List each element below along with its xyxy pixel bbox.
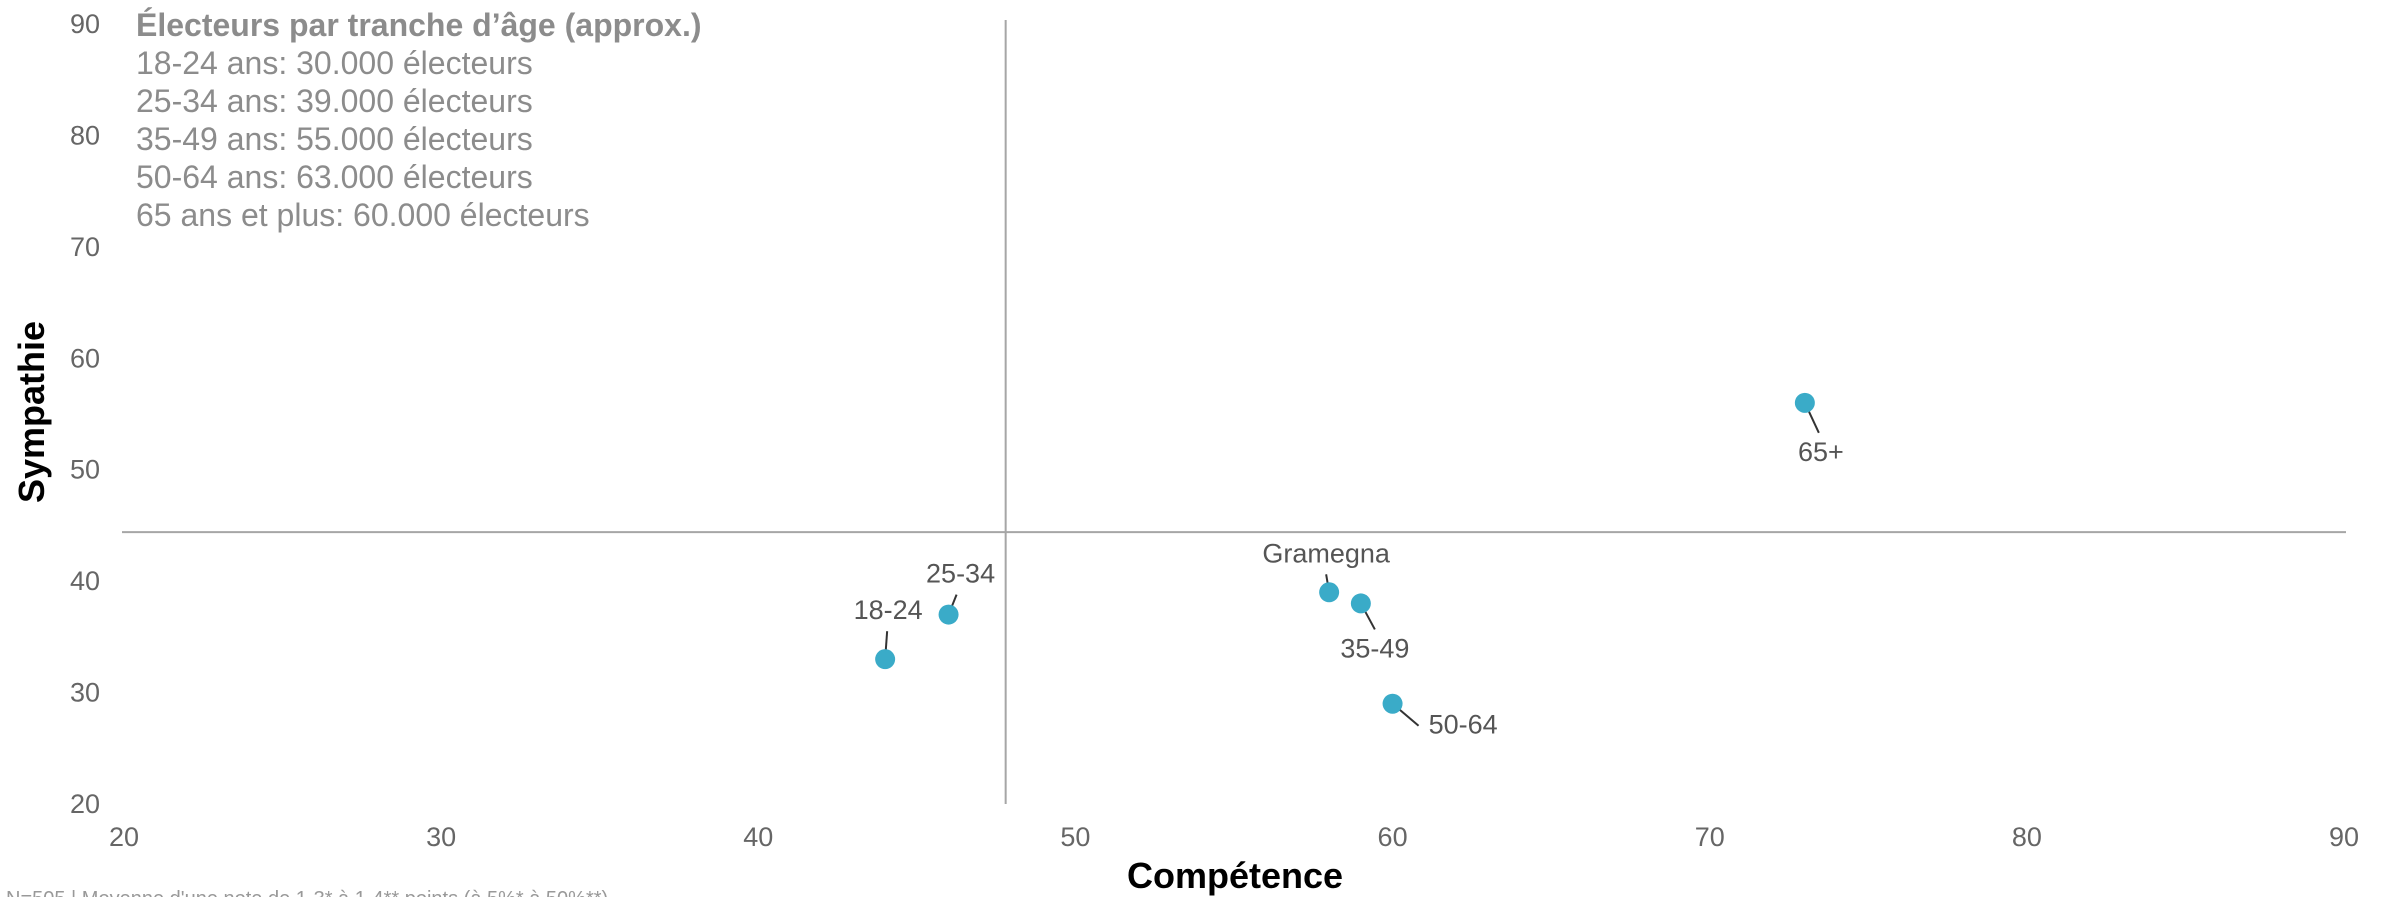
- annotation-title: Électeurs par tranche d’âge (approx.): [136, 7, 702, 43]
- y-tick-label: 60: [70, 343, 100, 373]
- y-tick-label: 70: [70, 232, 100, 262]
- x-tick-label: 50: [1060, 822, 1090, 852]
- data-point-label: 35-49: [1340, 633, 1409, 663]
- y-tick-label: 20: [70, 789, 100, 819]
- data-point-label: 18-24: [854, 595, 923, 625]
- reference-lines: [122, 20, 2346, 804]
- y-tick-label: 40: [70, 566, 100, 596]
- x-axis-title: Compétence: [1127, 855, 1343, 896]
- annotation-line: 25-34 ans: 39.000 électeurs: [136, 83, 533, 119]
- y-axis-title: Sympathie: [11, 321, 52, 503]
- x-tick-label: 90: [2329, 822, 2359, 852]
- y-tick-label: 90: [70, 9, 100, 39]
- x-tick-label: 30: [426, 822, 456, 852]
- annotation-box: Électeurs par tranche d’âge (approx.) 18…: [136, 7, 702, 233]
- annotation-line: 18-24 ans: 30.000 électeurs: [136, 45, 533, 81]
- footnote: N=505 | Moyenne d'une note de 1-3* à 1-4…: [6, 888, 608, 897]
- data-point-label: 50-64: [1429, 710, 1498, 740]
- data-point: [1794, 392, 1815, 413]
- annotation-line: 35-49 ans: 55.000 électeurs: [136, 121, 533, 157]
- x-tick-label: 60: [1378, 822, 1408, 852]
- y-tick-label: 80: [70, 120, 100, 150]
- data-point-label: 65+: [1798, 437, 1844, 467]
- data-point: [1350, 593, 1371, 614]
- data-point: [1319, 582, 1340, 603]
- y-tick-label: 50: [70, 455, 100, 485]
- data-point: [1382, 693, 1403, 714]
- annotation-line: 65 ans et plus: 60.000 électeurs: [136, 197, 590, 233]
- x-tick-label: 20: [109, 822, 139, 852]
- data-point-label: Gramegna: [1262, 538, 1391, 568]
- x-tick-label: 70: [1695, 822, 1725, 852]
- y-axis-ticks: 20 30 40 50 60 70 80 90: [70, 9, 100, 819]
- x-tick-label: 80: [2012, 822, 2042, 852]
- y-tick-label: 30: [70, 678, 100, 708]
- data-point: [938, 604, 959, 625]
- data-point: [875, 649, 896, 670]
- annotation-line: 50-64 ans: 63.000 électeurs: [136, 159, 533, 195]
- data-point-label: 25-34: [926, 559, 995, 589]
- x-axis-ticks: 20 30 40 50 60 70 80 90: [109, 822, 2359, 852]
- x-tick-label: 40: [743, 822, 773, 852]
